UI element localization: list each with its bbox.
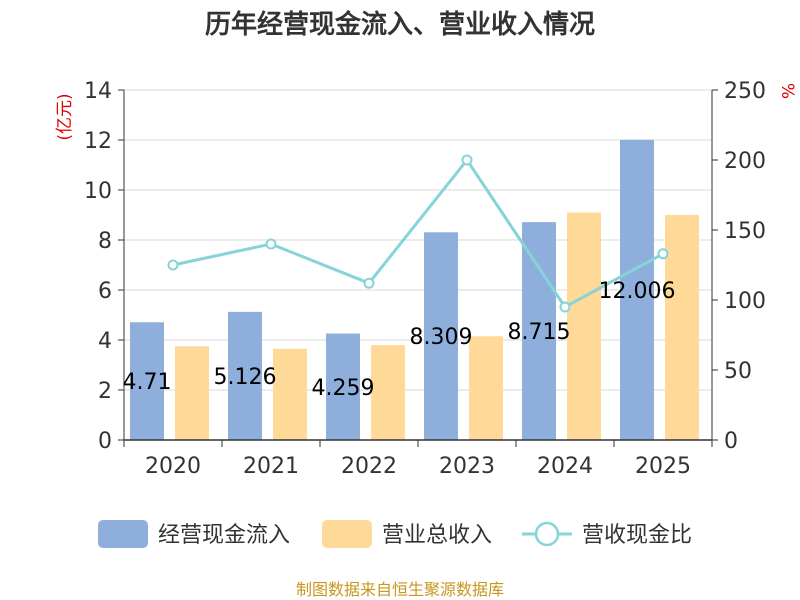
right-tick-label: 100 [724,289,766,314]
legend-label: 营收现金比 [582,523,692,548]
bar [522,222,556,440]
ratio-point [657,248,669,260]
ratio-line [172,157,664,309]
bar [665,215,699,440]
right-tick-label: 250 [724,79,766,104]
ratio-point [167,259,179,271]
bar [326,333,360,440]
bar [228,311,262,440]
bar [130,322,164,440]
legend: 经营现金流入 营业总收入 营收现金比 [98,520,692,548]
bar [620,139,654,440]
left-tick-label: 2 [98,379,112,404]
ratio-line-group [167,154,669,313]
left-axis-unit: (亿元) [55,93,75,140]
bar [424,232,458,440]
data-label: 8.309 [410,325,473,350]
left-tick-label: 12 [84,129,112,154]
axes-group: 0 2 4 6 8 10 12 14 0 50 100 150 200 250 2020 2021 2022 20… [84,79,766,479]
legend-label: 经营现金流入 [158,523,290,548]
right-tick-label: 200 [724,149,766,174]
left-tick-label: 0 [98,429,112,454]
ratio-point [461,154,473,166]
right-tick-label: 50 [724,359,752,384]
right-tick-label: 150 [724,219,766,244]
bar [469,336,503,440]
legend-swatch [322,520,372,548]
legend-label: 营业总收入 [382,523,492,548]
data-labels-group: 4.71 5.126 4.259 8.309 8.715 12.006 [123,279,676,401]
x-tick-label: 2022 [341,454,397,479]
chart-title: 历年经营现金流入、营业收入情况 [205,9,595,40]
bar [371,345,405,440]
x-tick-label: 2024 [537,454,593,479]
ratio-point [363,277,375,289]
ratio-point [265,238,277,250]
data-label: 4.71 [123,370,172,395]
ratio-point [559,301,571,313]
right-tick-label: 0 [724,429,738,454]
x-tick-label: 2020 [145,454,201,479]
left-tick-label: 6 [98,279,112,304]
bar [567,212,601,440]
data-label: 8.715 [508,320,571,345]
x-tick-label: 2021 [243,454,299,479]
left-tick-label: 4 [98,329,112,354]
bars-group [130,139,699,440]
legend-swatch [98,520,148,548]
data-label: 5.126 [214,365,277,390]
grid-lines [124,89,712,391]
right-axis-unit: % [777,83,797,99]
legend-marker [534,521,560,547]
x-tick-label: 2025 [635,454,691,479]
x-tick-label: 2023 [439,454,495,479]
data-label: 12.006 [599,279,676,304]
source-note: 制图数据来自恒生聚源数据库 [296,580,504,599]
bar [175,346,209,440]
data-label: 4.259 [312,376,375,401]
bar [273,348,307,440]
left-tick-label: 8 [98,229,112,254]
left-tick-label: 14 [84,79,112,104]
left-tick-label: 10 [84,179,112,204]
